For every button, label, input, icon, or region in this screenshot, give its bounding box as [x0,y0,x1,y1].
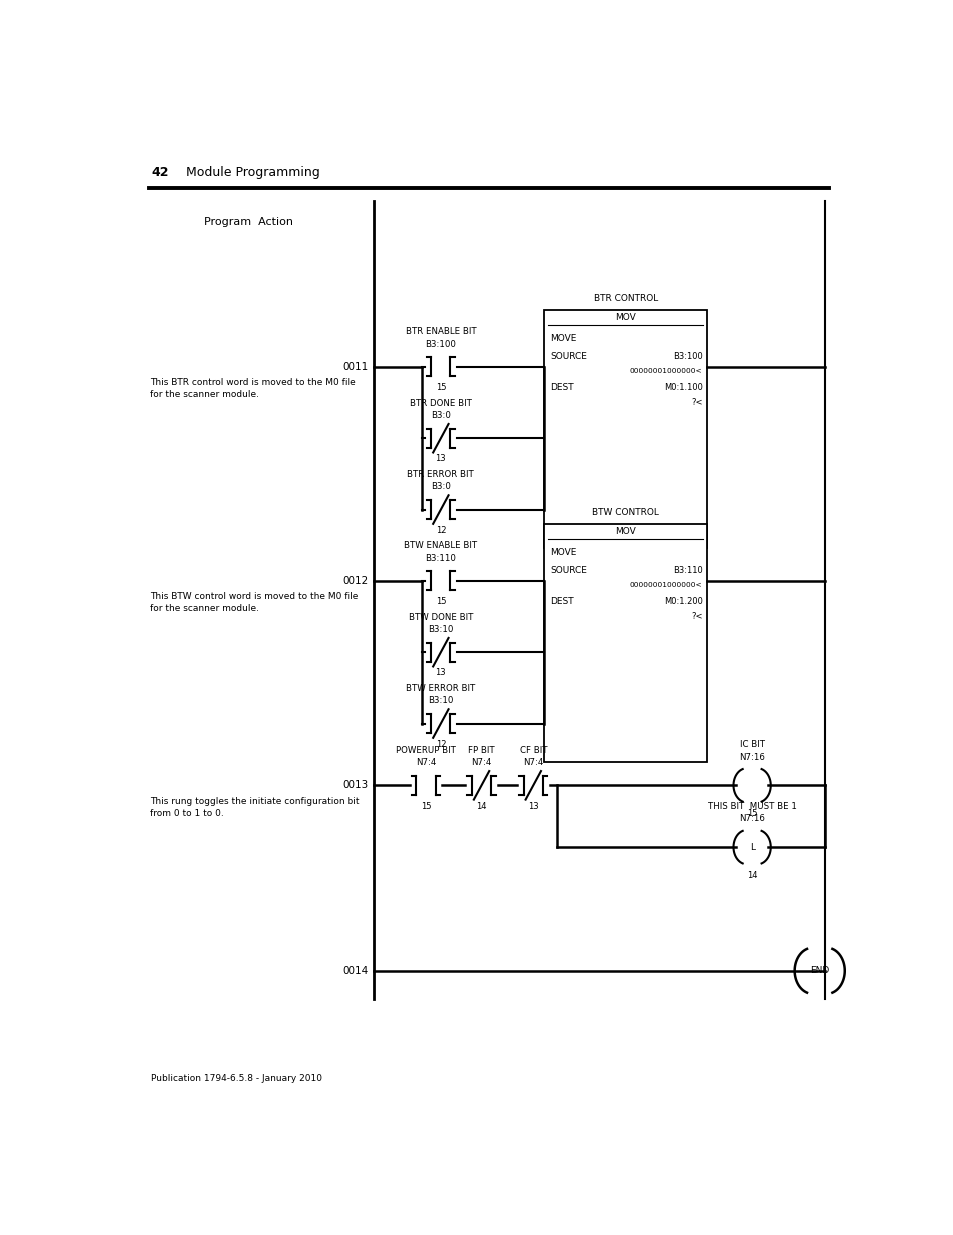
Text: B3:0: B3:0 [431,483,451,492]
Text: 12: 12 [436,740,446,748]
Text: 14: 14 [746,871,757,879]
Text: BTW ERROR BIT: BTW ERROR BIT [406,684,475,693]
Text: B3:100: B3:100 [672,352,701,362]
Text: BTR ERROR BIT: BTR ERROR BIT [407,471,474,479]
Text: 15: 15 [746,809,757,818]
Text: 00000001000000<: 00000001000000< [629,583,701,588]
Text: BTR DONE BIT: BTR DONE BIT [410,399,472,408]
Text: 14: 14 [476,802,486,810]
Text: ?<: ?< [690,398,701,406]
Text: 42: 42 [151,167,169,179]
Text: Program  Action: Program Action [204,217,293,227]
Text: Module Programming: Module Programming [186,167,319,179]
Text: POWERUP BIT: POWERUP BIT [395,746,456,755]
Text: 15: 15 [436,597,446,606]
Text: 00000001000000<: 00000001000000< [629,368,701,374]
Text: 13: 13 [436,454,446,463]
Text: 13: 13 [527,802,538,810]
Text: 0011: 0011 [342,362,368,372]
Text: N7:4: N7:4 [522,758,543,767]
Text: CF BIT: CF BIT [519,746,546,755]
Text: N7:16: N7:16 [739,814,764,824]
Text: B3:110: B3:110 [672,567,701,576]
Text: DEST: DEST [550,597,574,606]
Text: B3:110: B3:110 [425,553,456,563]
Text: MOV: MOV [615,312,636,322]
Text: 13: 13 [436,668,446,677]
Text: BTW DONE BIT: BTW DONE BIT [408,613,473,621]
Text: END: END [809,966,828,976]
Text: MOV: MOV [615,527,636,536]
Text: This BTW control word is moved to the M0 file
for the scanner module.: This BTW control word is moved to the M0… [151,593,358,613]
Text: N7:4: N7:4 [416,758,436,767]
Text: BTR CONTROL: BTR CONTROL [593,294,658,303]
Text: N7:4: N7:4 [471,758,491,767]
Text: 0012: 0012 [342,576,368,585]
Bar [544,524,706,762]
Text: MOVE: MOVE [550,548,576,557]
Text: M0:1.100: M0:1.100 [663,383,701,393]
Text: MOVE: MOVE [550,335,576,343]
Text: 0013: 0013 [342,781,368,790]
Text: SOURCE: SOURCE [550,352,586,362]
Text: 0014: 0014 [342,966,368,976]
Text: IC BIT: IC BIT [739,740,764,750]
Text: FP BIT: FP BIT [468,746,495,755]
Text: SOURCE: SOURCE [550,567,586,576]
Text: 15: 15 [436,383,446,391]
Text: BTR ENABLE BIT: BTR ENABLE BIT [405,327,476,336]
Text: B3:100: B3:100 [425,340,456,348]
Text: 12: 12 [436,526,446,535]
Text: BTW ENABLE BIT: BTW ENABLE BIT [404,541,476,551]
Text: THIS BIT  MUST BE 1: THIS BIT MUST BE 1 [707,802,796,811]
Text: N7:16: N7:16 [739,752,764,762]
Text: B3:0: B3:0 [431,411,451,420]
Text: DEST: DEST [550,383,574,393]
Text: BTW CONTROL: BTW CONTROL [592,508,659,517]
Text: B3:10: B3:10 [428,625,453,634]
Text: 15: 15 [420,802,431,810]
Text: B3:10: B3:10 [428,697,453,705]
Text: ?<: ?< [690,611,701,620]
Text: This BTR control word is moved to the M0 file
for the scanner module.: This BTR control word is moved to the M0… [151,378,355,399]
Text: This rung toggles the initiate configuration bit
from 0 to 1 to 0.: This rung toggles the initiate configura… [151,797,359,818]
Bar [544,310,706,547]
Text: L: L [749,842,754,852]
Text: Publication 1794-6.5.8 - January 2010: Publication 1794-6.5.8 - January 2010 [151,1073,322,1083]
Text: M0:1.200: M0:1.200 [663,597,701,606]
